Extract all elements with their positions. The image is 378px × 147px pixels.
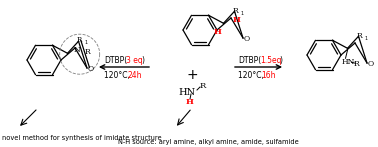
Text: O: O [368, 60, 374, 68]
Text: DTBP(: DTBP( [104, 56, 127, 65]
Text: H: H [214, 28, 222, 36]
Text: 24h: 24h [127, 71, 141, 80]
Text: novel method for synthesis of imidate structure: novel method for synthesis of imidate st… [2, 135, 162, 141]
Text: HN: HN [179, 87, 196, 96]
Text: 3 eq: 3 eq [126, 56, 143, 65]
Text: 1: 1 [364, 35, 367, 41]
Text: DTBP(: DTBP( [238, 56, 261, 65]
Text: N: N [73, 46, 80, 54]
Text: 120°C,: 120°C, [104, 71, 132, 80]
Text: 16h: 16h [261, 71, 276, 80]
Text: O: O [244, 35, 250, 43]
Text: H: H [232, 16, 240, 24]
Text: 1.5eq: 1.5eq [260, 56, 282, 65]
Text: 1: 1 [240, 10, 243, 15]
Text: R: R [357, 32, 363, 40]
Text: HN: HN [341, 58, 355, 66]
Text: O: O [88, 65, 94, 73]
Text: 1: 1 [84, 40, 87, 45]
Text: R: R [77, 36, 82, 44]
Text: R: R [353, 60, 359, 68]
Text: ): ) [279, 56, 282, 65]
Text: ): ) [141, 56, 144, 65]
Text: 120°C,: 120°C, [238, 71, 266, 80]
Text: R: R [200, 82, 206, 90]
Text: N-H source: aryl amine, alkyl amine, amide, sulfamide: N-H source: aryl amine, alkyl amine, ami… [118, 139, 299, 145]
Text: H: H [186, 98, 194, 106]
Text: +: + [186, 68, 198, 82]
Text: R: R [85, 48, 90, 56]
Text: R: R [233, 7, 239, 15]
